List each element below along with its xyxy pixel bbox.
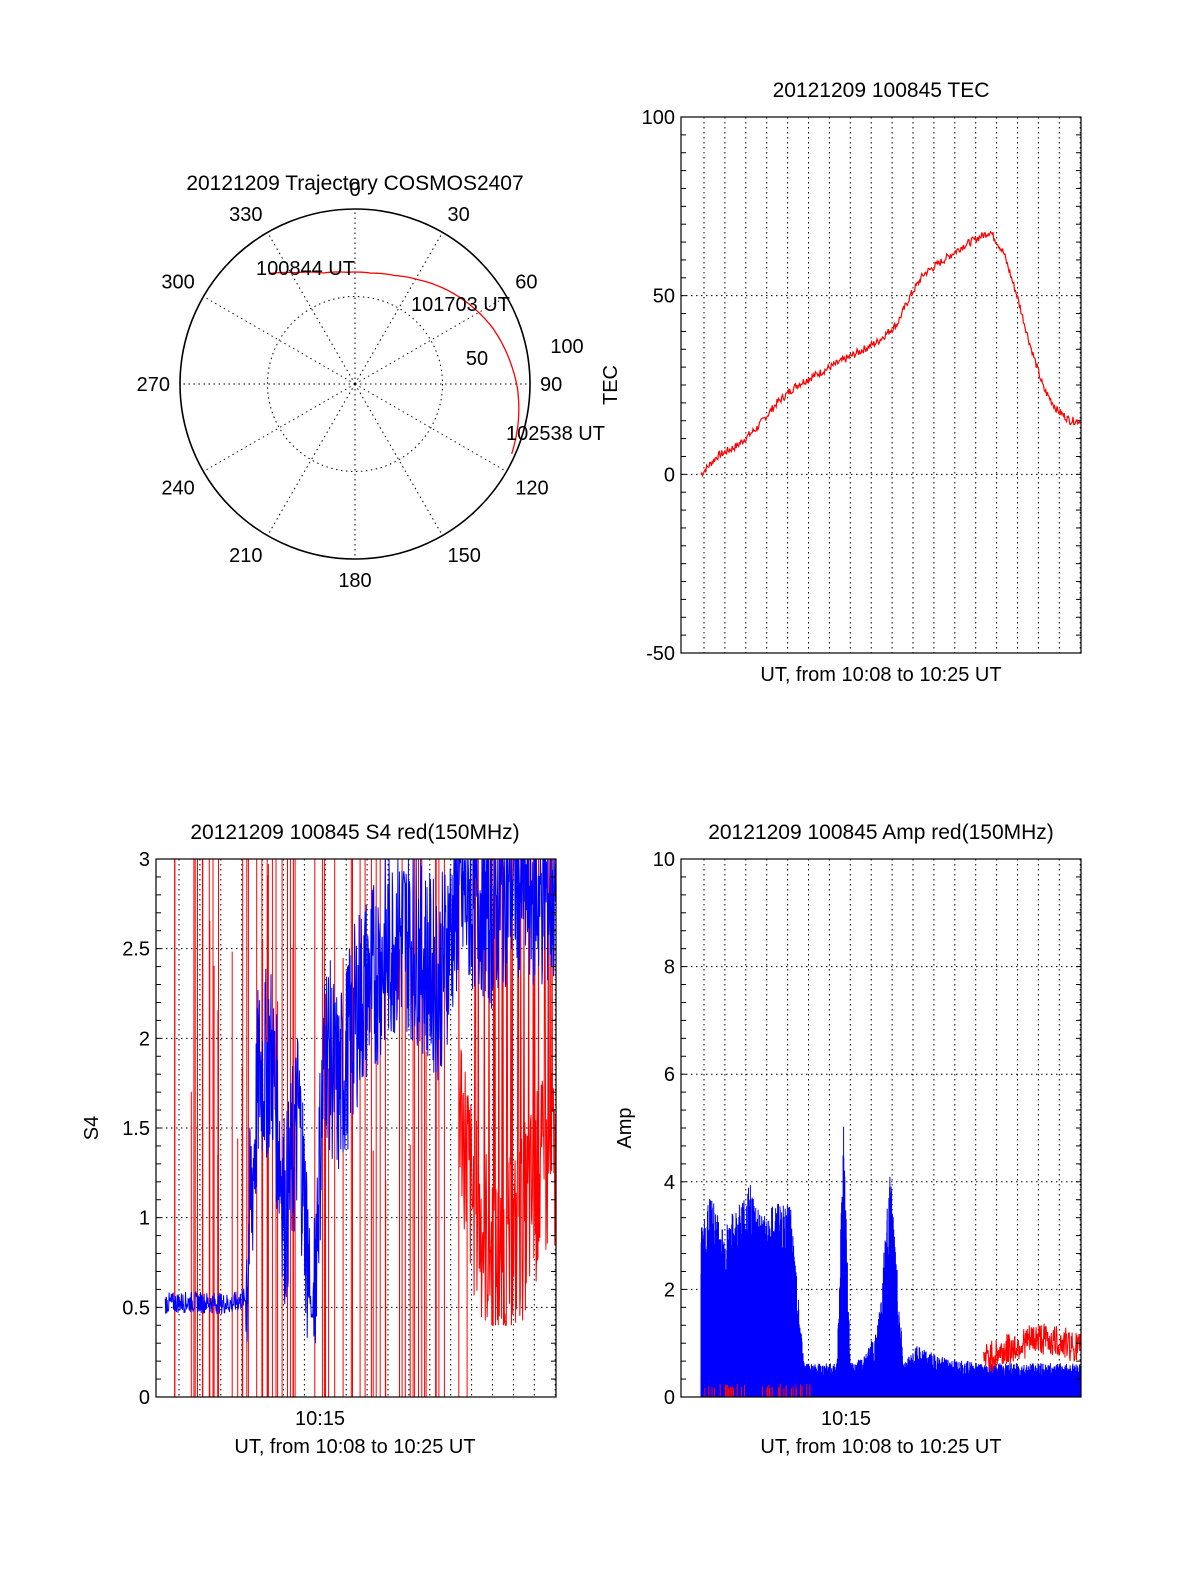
trajectory-line <box>268 271 520 454</box>
radial-label-100: 100 <box>550 336 583 358</box>
amp-series <box>700 1126 1082 1397</box>
s4-red-spikes <box>174 859 468 1397</box>
radial-label-50: 50 <box>466 348 488 370</box>
y-tick-label: 1 <box>139 1208 150 1230</box>
polar-ring-50 <box>267 296 443 472</box>
y-tick-label: 0 <box>664 464 675 486</box>
y-tick-label: 4 <box>664 1172 675 1194</box>
trajectory-mid-label: 101703 UT <box>411 294 510 316</box>
azimuth-label: 30 <box>448 204 470 226</box>
amp-red-specks <box>704 1383 811 1397</box>
trajectory-end-label: 102538 UT <box>506 423 605 445</box>
azimuth-label: 270 <box>137 374 170 396</box>
polar-spoke <box>354 383 507 472</box>
s4-title: 20121209 100845 S4 red(150MHz) <box>190 821 519 844</box>
trajectory-title: 20121209 Trajectory COSMOS2407 <box>186 172 523 195</box>
s4-ylabel: S4 <box>81 1116 103 1140</box>
polar-spoke <box>267 232 356 385</box>
s4-x-tick-label: 10:15 <box>295 1408 345 1430</box>
y-tick-label: 2 <box>664 1279 675 1301</box>
azimuth-label: 60 <box>515 272 537 294</box>
y-tick-label: 2.5 <box>122 939 150 961</box>
y-tick-label: 0 <box>664 1387 675 1409</box>
azimuth-labels: 0 30 60 90 120 150 180 210 240 270 300 330 <box>137 179 563 592</box>
polar-spoke <box>354 232 443 385</box>
tec-series-line <box>700 230 1081 478</box>
azimuth-label: 330 <box>229 204 262 226</box>
amp-y-ticks: 0 2 4 6 8 10 <box>653 849 1081 1409</box>
trajectory-start-label: 100844 UT <box>256 258 355 280</box>
y-tick-label: -50 <box>646 643 675 665</box>
tec-ylabel: TEC <box>600 365 622 405</box>
polar-spoke <box>267 383 356 536</box>
y-tick-label: 50 <box>653 286 675 308</box>
y-tick-label: 3 <box>139 849 150 871</box>
azimuth-label: 300 <box>161 272 194 294</box>
y-tick-label: 10 <box>653 849 675 871</box>
tec-panel: 20121209 100845 TEC -50 0 50 100 TEC UT, fr… <box>600 79 1082 686</box>
tec-grid <box>681 117 1081 653</box>
amp-grid <box>681 859 1081 1397</box>
azimuth-label: 90 <box>540 374 562 396</box>
s4-xlabel: UT, from 10:08 to 10:25 UT <box>234 1436 475 1458</box>
tec-xlabel: UT, from 10:08 to 10:25 UT <box>760 664 1001 686</box>
s4-panel: 20121209 100845 S4 red(150MHz) 0 0.5 1 1.5 2… <box>81 821 557 1458</box>
polar-grid <box>180 209 530 559</box>
amp-panel: 20121209 100845 Amp red(150MHz) 0246810 … <box>614 821 1082 1458</box>
azimuth-label: 240 <box>161 478 194 500</box>
y-tick-label: 8 <box>664 957 675 979</box>
tec-title: 20121209 100845 TEC <box>773 79 990 102</box>
amp-xlabel: UT, from 10:08 to 10:25 UT <box>760 1436 1001 1458</box>
s4-y-ticks: 0 0.5 1 1.5 2 2.5 3 <box>122 849 556 1409</box>
polar-spoke <box>354 383 443 536</box>
amp-x-tick-label: 10:15 <box>821 1408 871 1430</box>
polar-spoke <box>203 296 356 385</box>
polar-spoke <box>203 383 356 472</box>
trajectory-panel: 20121209 Trajectory COSMOS2407 0 30 60 90 12… <box>137 172 605 592</box>
polar-outer-circle <box>179 208 531 560</box>
azimuth-label: 120 <box>515 478 548 500</box>
azimuth-label: 0 <box>349 179 360 201</box>
azimuth-label: 150 <box>448 545 481 567</box>
azimuth-label: 210 <box>229 545 262 567</box>
tec-frame <box>680 116 1082 654</box>
amp-blue-series <box>700 1126 1082 1397</box>
polar-spoke <box>354 296 507 385</box>
amp-red-series <box>983 1323 1082 1372</box>
amp-ylabel: Amp <box>614 1107 636 1148</box>
y-tick-label: 0 <box>139 1387 150 1409</box>
y-tick-label: 100 <box>642 107 675 129</box>
y-tick-label: 1.5 <box>122 1118 150 1140</box>
y-tick-label: 2 <box>139 1028 150 1050</box>
tec-y-ticks: -50 0 50 100 <box>642 107 1081 665</box>
y-tick-label: 0.5 <box>122 1297 150 1319</box>
amp-title: 20121209 100845 Amp red(150MHz) <box>708 821 1054 844</box>
azimuth-label: 180 <box>338 570 371 592</box>
y-tick-label: 6 <box>664 1064 675 1086</box>
